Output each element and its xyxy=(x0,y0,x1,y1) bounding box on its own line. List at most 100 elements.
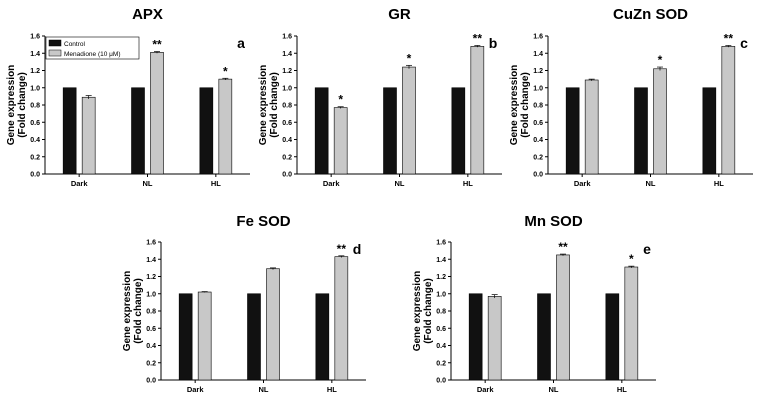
y-tick-label: 0.8 xyxy=(30,103,40,110)
bar-menadione-nl xyxy=(653,68,667,175)
x-tick-label: Dark xyxy=(574,179,592,188)
bar-menadione-nl xyxy=(266,268,280,381)
y-axis-label-line1: Gene expression xyxy=(6,65,17,146)
chart-panel-d: Fe SOD d 0.0 0.2 0.4 0.6 0.8 1.0 1.2 1.4 1.6 Gene e… xyxy=(122,213,366,394)
y-tick-label: 0.8 xyxy=(436,309,446,316)
y-tick-label: 0.8 xyxy=(146,309,156,316)
bar-control-dark xyxy=(314,87,329,175)
y-tick-label: 1.4 xyxy=(282,51,292,58)
bar-menadione-hl xyxy=(334,256,349,381)
y-tick-label: 0.6 xyxy=(436,326,446,333)
panel-label: a xyxy=(237,35,245,51)
chart-panel-e: Mn SOD e 0.0 0.2 0.4 0.6 0.8 1.0 1.2 1.4 1.6 Gene e… xyxy=(412,213,656,394)
y-axis-label-line1: Gene expression xyxy=(509,65,520,146)
bar-control-dark xyxy=(178,293,193,381)
bar-menadione-dark xyxy=(333,107,348,175)
bar-menadione-hl xyxy=(624,266,639,381)
y-tick-label: 1.0 xyxy=(30,85,40,92)
bar-control-dark xyxy=(565,87,580,175)
y-tick-label: 0.6 xyxy=(146,326,156,333)
significance-mark: ** xyxy=(558,240,568,254)
y-tick-label: 1.6 xyxy=(30,34,40,41)
chart-title: CuZn SOD xyxy=(613,6,688,23)
bar-menadione-nl xyxy=(150,52,164,175)
bar-control-nl xyxy=(247,293,261,381)
chart-title: Mn SOD xyxy=(524,213,582,230)
x-tick-label: HL xyxy=(211,179,221,188)
bar-menadione-dark xyxy=(81,96,96,175)
x-tick-label: HL xyxy=(714,179,724,188)
y-tick-label: 1.6 xyxy=(146,240,156,247)
bar-control-nl xyxy=(131,87,145,175)
panel-label: c xyxy=(740,35,748,51)
chart-panel-c: CuZn SOD c 0.0 0.2 0.4 0.6 0.8 1.0 1.2 1.4 1.6 Gene… xyxy=(509,6,753,188)
significance-mark: * xyxy=(629,252,634,266)
y-tick-label: 0.4 xyxy=(146,343,156,350)
y-axis-label-line2: (Fold change) xyxy=(520,72,531,138)
y-tick-label: 0.0 xyxy=(146,378,156,385)
y-axis-label: Gene expression(Fold change) xyxy=(258,65,280,146)
y-tick-label: 1.2 xyxy=(533,68,543,75)
significance-mark: ** xyxy=(152,38,162,52)
y-axis-label: Gene expression(Fold change) xyxy=(6,65,28,146)
bar-menadione-dark xyxy=(487,296,502,381)
y-axis-label-line2: (Fold change) xyxy=(269,72,280,138)
y-tick-label: 1.6 xyxy=(436,240,446,247)
panel-label: b xyxy=(489,35,498,51)
bar-menadione-nl xyxy=(556,254,570,381)
y-tick-label: 1.4 xyxy=(533,51,543,58)
bar-menadione-hl xyxy=(470,46,485,175)
bar-menadione-hl xyxy=(218,78,233,175)
bar-control-hl xyxy=(451,87,466,175)
y-tick-label: 0.6 xyxy=(533,120,543,127)
bar-menadione-nl xyxy=(402,66,416,175)
chart-title: Fe SOD xyxy=(236,213,290,230)
y-tick-label: 0.0 xyxy=(30,172,40,179)
x-tick-label: HL xyxy=(617,385,627,394)
y-tick-label: 0.4 xyxy=(436,343,446,350)
y-tick-label: 1.4 xyxy=(146,257,156,264)
bar-control-dark xyxy=(62,87,77,175)
y-tick-label: 0.4 xyxy=(533,137,543,144)
y-axis-label-line2: (Fold change) xyxy=(17,72,28,138)
x-tick-label: NL xyxy=(395,179,405,188)
y-tick-label: 0.8 xyxy=(533,103,543,110)
chart-panel-a: APX a 0.0 0.2 0.4 0.6 0.8 1.0 1.2 1.4 1.6 Gene expr… xyxy=(6,6,250,188)
y-axis-label-line2: (Fold change) xyxy=(423,278,434,344)
y-tick-label: 1.2 xyxy=(282,68,292,75)
significance-mark: * xyxy=(407,51,412,65)
y-tick-label: 1.4 xyxy=(436,257,446,264)
bar-menadione-hl xyxy=(721,46,736,175)
significance-mark: ** xyxy=(473,31,483,45)
x-tick-label: HL xyxy=(327,385,337,394)
y-tick-label: 1.0 xyxy=(436,291,446,298)
bar-menadione-dark xyxy=(584,79,599,175)
y-tick-label: 0.2 xyxy=(533,154,543,161)
x-tick-label: Dark xyxy=(323,179,341,188)
y-tick-label: 0.0 xyxy=(282,172,292,179)
x-tick-label: Dark xyxy=(71,179,89,188)
x-tick-label: NL xyxy=(143,179,153,188)
y-tick-label: 0.0 xyxy=(533,172,543,179)
y-tick-label: 0.4 xyxy=(30,137,40,144)
y-tick-label: 1.6 xyxy=(533,34,543,41)
significance-mark: * xyxy=(223,64,228,78)
y-tick-label: 0.2 xyxy=(146,360,156,367)
y-tick-label: 1.6 xyxy=(282,34,292,41)
bar-control-dark xyxy=(468,293,483,381)
y-axis-label-line1: Gene expression xyxy=(412,271,423,352)
y-axis-label: Gene expression(Fold change) xyxy=(412,271,434,352)
y-tick-label: 1.0 xyxy=(533,85,543,92)
bar-control-hl xyxy=(702,87,717,175)
legend-label-control: Control xyxy=(64,41,86,48)
y-tick-label: 0.8 xyxy=(282,103,292,110)
significance-mark: ** xyxy=(724,31,734,45)
x-tick-label: NL xyxy=(549,385,559,394)
y-tick-label: 0.6 xyxy=(30,120,40,127)
bar-control-hl xyxy=(605,293,620,381)
y-axis-label: Gene expression(Fold change) xyxy=(509,65,531,146)
significance-mark: ** xyxy=(337,242,347,256)
y-axis-label: Gene expression(Fold change) xyxy=(122,271,144,352)
legend-swatch-menadione xyxy=(48,49,62,57)
